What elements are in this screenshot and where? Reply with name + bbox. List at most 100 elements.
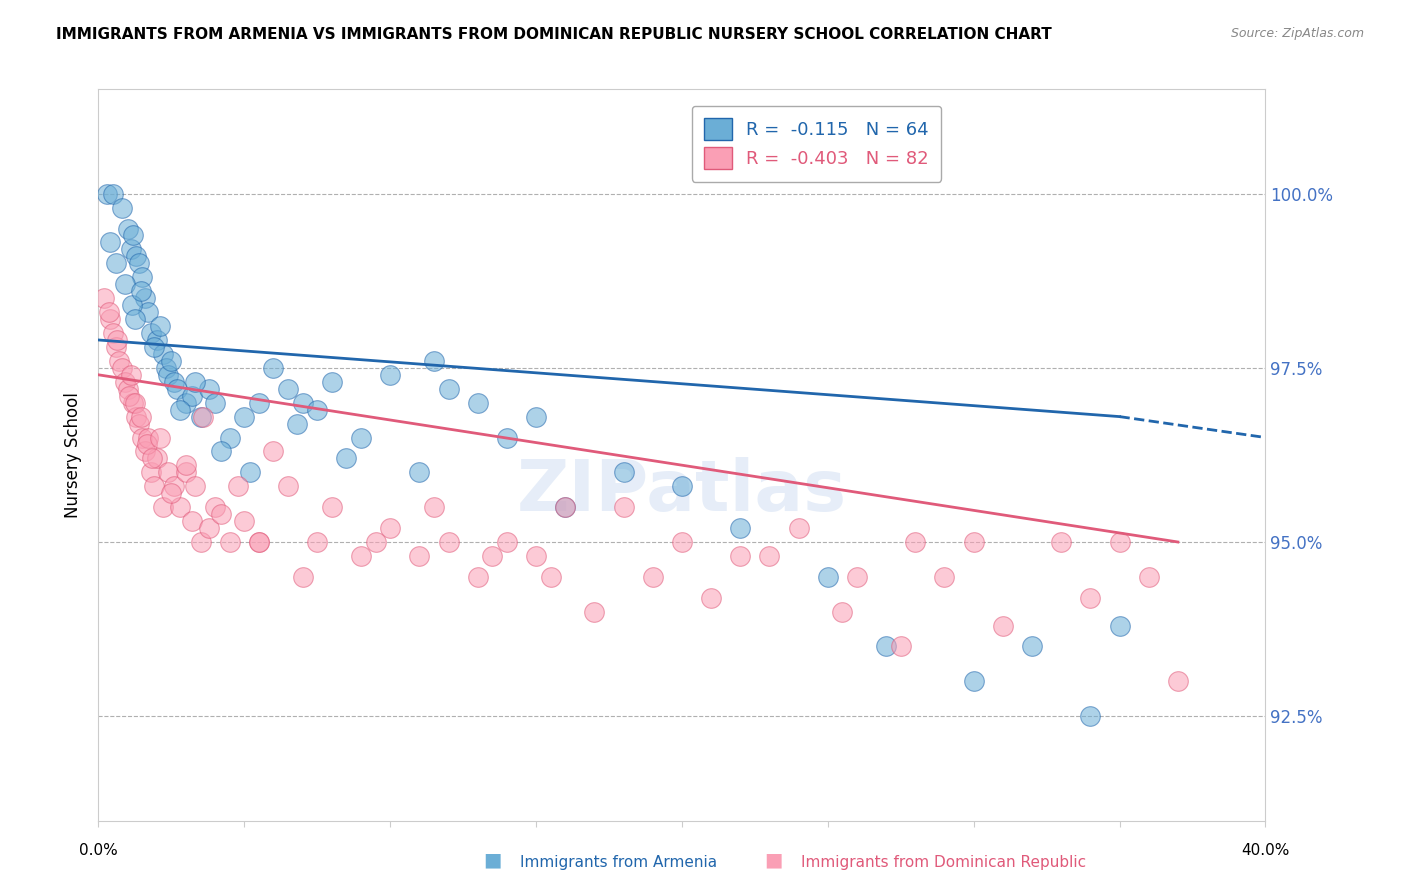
Y-axis label: Nursery School: Nursery School (65, 392, 83, 518)
Point (131, 430, 153, 444)
Point (1021, 640, 1043, 654)
Point (120, 368, 142, 382)
Point (96, 186, 118, 201)
Point (1080, 709, 1102, 723)
Point (174, 458, 197, 473)
Point (700, 591, 723, 605)
Point (962, 674, 984, 689)
Point (831, 605, 853, 619)
Point (160, 486, 183, 500)
Point (247, 395, 270, 409)
Text: 0.0%: 0.0% (79, 843, 118, 858)
Point (101, 326, 124, 340)
Point (437, 382, 460, 396)
Point (495, 535, 517, 549)
Point (204, 395, 226, 409)
Point (233, 409, 256, 424)
Point (378, 368, 402, 382)
Point (149, 430, 172, 444)
Point (163, 479, 186, 493)
Point (114, 375, 136, 389)
Point (128, 256, 150, 270)
Point (174, 466, 197, 480)
Point (335, 451, 357, 466)
Point (787, 521, 810, 535)
Point (157, 368, 180, 382)
Point (262, 444, 284, 458)
Point (122, 228, 145, 243)
Point (98, 312, 121, 326)
Point (641, 570, 664, 584)
Point (845, 570, 868, 584)
Point (758, 549, 780, 563)
Point (209, 444, 232, 458)
Point (125, 249, 148, 263)
Point (291, 395, 314, 409)
Point (97, 305, 120, 319)
Point (1167, 674, 1189, 689)
Point (190, 409, 212, 424)
Point (134, 291, 156, 305)
Point (247, 535, 270, 549)
Point (105, 333, 128, 347)
Point (117, 382, 139, 396)
Point (124, 312, 146, 326)
Point (101, 186, 124, 201)
Point (524, 549, 547, 563)
Point (114, 277, 136, 292)
Point (1080, 591, 1102, 605)
Point (135, 437, 157, 451)
Point (1108, 618, 1130, 632)
Point (139, 326, 162, 340)
Point (134, 444, 156, 458)
Point (730, 549, 752, 563)
Point (169, 500, 191, 515)
Point (350, 549, 373, 563)
Point (321, 375, 343, 389)
Point (583, 605, 606, 619)
Point (228, 479, 250, 493)
Point (108, 354, 131, 368)
Point (321, 500, 343, 515)
Point (146, 451, 169, 466)
Point (307, 535, 329, 549)
Point (204, 500, 226, 515)
Point (139, 466, 162, 480)
Point (190, 535, 212, 549)
Point (378, 521, 402, 535)
Point (125, 409, 148, 424)
Point (817, 570, 839, 584)
Point (155, 360, 177, 375)
Point (129, 284, 152, 298)
Point (612, 500, 634, 515)
Point (612, 466, 634, 480)
Point (131, 270, 153, 285)
Point (111, 360, 134, 375)
Point (111, 201, 134, 215)
Point (307, 402, 329, 417)
Point (169, 402, 191, 417)
Legend: R =  -0.115   N = 64, R =  -0.403   N = 82: R = -0.115 N = 64, R = -0.403 N = 82 (692, 105, 941, 182)
Point (163, 375, 186, 389)
Point (730, 521, 752, 535)
Point (146, 333, 169, 347)
Point (93, 291, 115, 305)
Point (218, 535, 240, 549)
Point (157, 466, 180, 480)
Point (671, 535, 693, 549)
Point (104, 340, 127, 354)
Point (142, 340, 165, 354)
Point (122, 395, 145, 409)
Text: Immigrants from Dominican Republic: Immigrants from Dominican Republic (801, 855, 1087, 870)
Text: 40.0%: 40.0% (1241, 843, 1289, 858)
Point (671, 479, 693, 493)
Point (141, 451, 163, 466)
Point (160, 354, 183, 368)
Point (128, 417, 150, 431)
Point (174, 395, 197, 409)
Point (136, 305, 159, 319)
Point (437, 535, 460, 549)
Point (1108, 535, 1130, 549)
Point (124, 395, 146, 409)
Point (166, 382, 188, 396)
